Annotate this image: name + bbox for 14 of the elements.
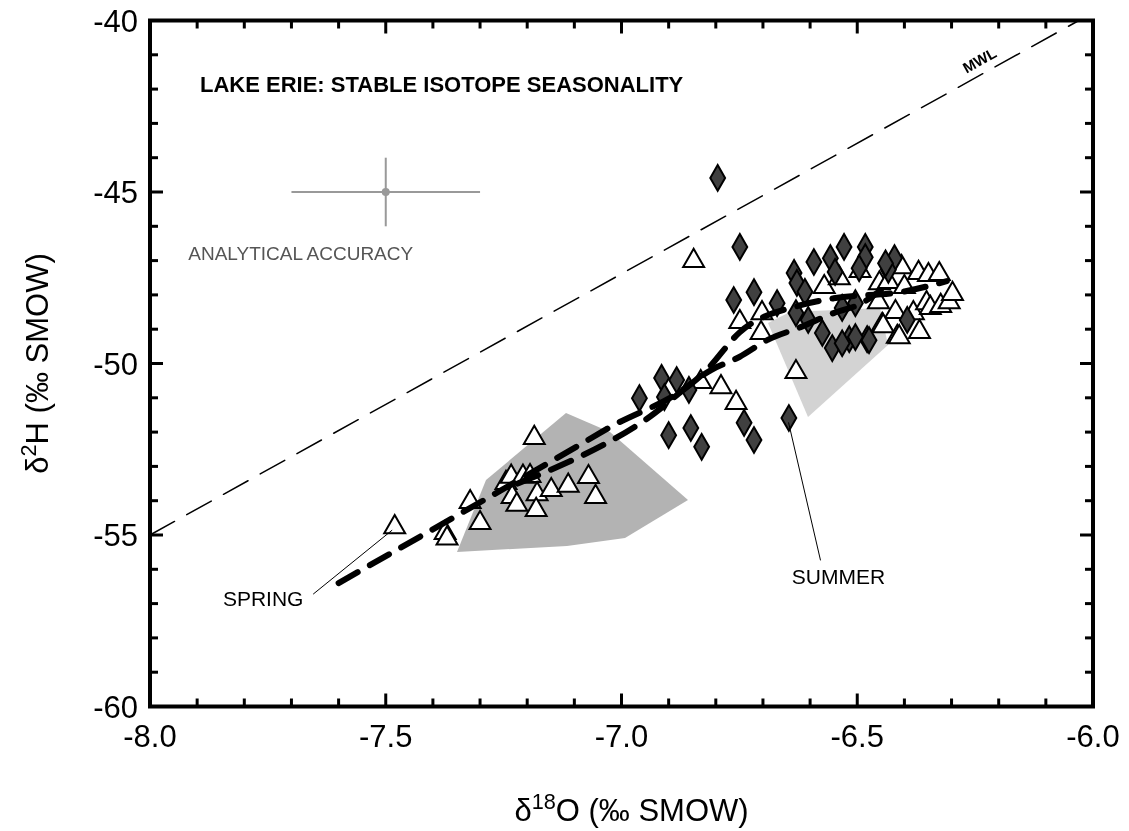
annotation: ANALYTICAL ACCURACY (188, 243, 414, 264)
x-tick-label: -6.5 (830, 718, 884, 754)
y-tick-label: -45 (93, 175, 138, 210)
x-tick-label: -7.5 (359, 718, 413, 754)
x-tick-label: -7.0 (594, 718, 649, 754)
legend-label: MWL (959, 44, 1000, 77)
y-tick-label: -40 (93, 3, 138, 39)
text: LAKE ERIE: STABLE ISOTOPE SEASONALITY (200, 72, 684, 97)
y-tick-label: -55 (93, 518, 138, 553)
annotation: SPRING (222, 587, 304, 611)
x-axis-title: δ$^{18}$O (‰ SMOW) (514, 788, 749, 828)
annotation: SUMMER (791, 565, 886, 589)
y-tick-label: -50 (93, 346, 138, 382)
x-tick-label: -6.0 (1066, 718, 1120, 754)
